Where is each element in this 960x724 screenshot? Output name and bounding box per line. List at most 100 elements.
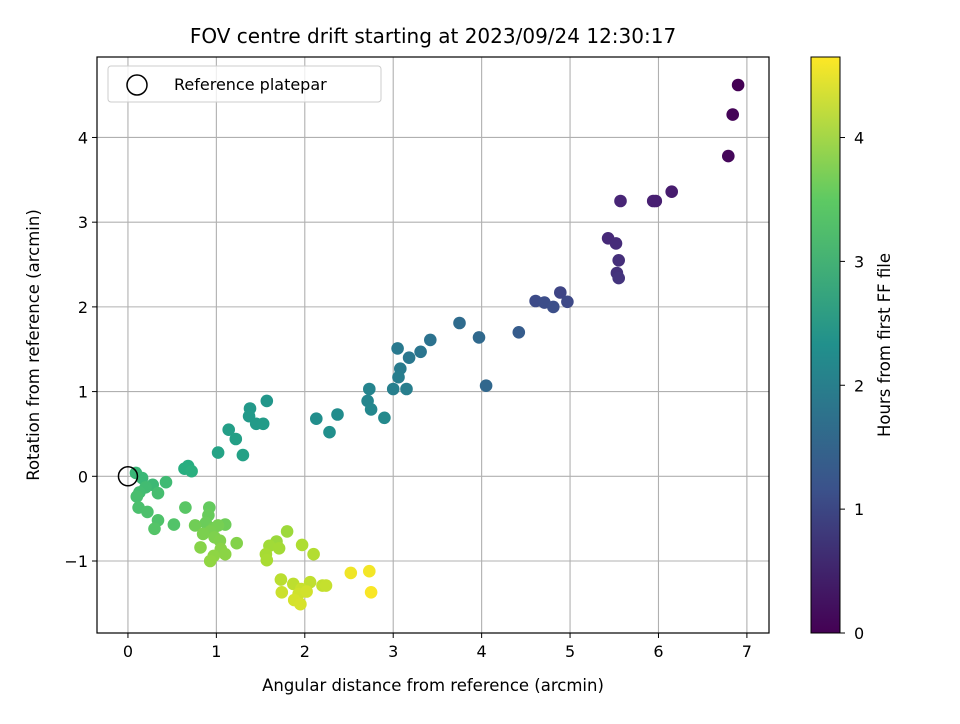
data-point [151,486,165,500]
data-point [331,408,344,421]
y-tick-label: 3 [78,213,88,232]
data-point [218,547,232,561]
data-point [731,78,745,92]
data-point [236,448,250,462]
data-point [363,564,376,578]
data-point [272,542,286,555]
y-axis-label: Rotation from reference (arcmin) [24,209,43,481]
data-point [646,194,660,208]
data-point [179,501,192,514]
data-point [400,382,413,396]
x-axis-label: Angular distance from reference (arcmin) [262,676,604,695]
reference-point-marker [117,466,139,487]
colorbar-tick-label: 4 [854,129,864,148]
data-point [402,351,416,365]
data-point [230,536,243,550]
data-point [148,522,161,536]
data-point [319,579,333,592]
colorbar-ticks: 0 1 2 3 4 [840,129,864,643]
chart-title: FOV centre drift starting at 2023/09/24 … [190,24,676,48]
data-point [609,237,623,250]
data-point [614,194,627,208]
data-point [300,585,313,598]
data-point [612,271,625,285]
y-axis-ticks: −1 0 1 2 3 4 [64,128,97,571]
colorbar-tick-label: 1 [854,500,864,519]
y-tick-label: 4 [78,128,88,147]
data-point [386,382,400,396]
grid [97,57,769,633]
colorbar-gradient [810,56,841,634]
data-point [275,586,289,599]
data-point [294,597,307,611]
data-point [479,379,493,393]
data-point [344,566,358,580]
data-point [722,149,735,163]
data-point [391,342,404,355]
data-point [188,519,202,532]
x-tick-label: 3 [388,642,398,661]
y-tick-label: 0 [78,467,88,486]
x-tick-label: 5 [565,642,575,661]
legend-marker [126,74,148,96]
data-point [274,573,288,586]
data-point [141,505,154,519]
data-point [194,541,207,554]
data-point [378,411,391,425]
data-point [211,446,225,459]
data-point [203,554,217,568]
colorbar-tick-label: 2 [854,376,864,395]
data-point [256,417,270,431]
y-tick-label: 2 [78,298,88,317]
y-tick-label: −1 [64,552,88,571]
data-point [222,423,235,437]
x-tick-label: 7 [742,642,752,661]
data-point [280,525,294,538]
y-tick-label: 1 [78,383,88,402]
data-point [185,464,198,478]
colorbar-tick-label: 0 [854,624,864,643]
colorbar: 0 1 2 3 4 Hours from first FF file [810,56,894,643]
data-point [130,490,144,503]
data-point [561,295,574,309]
x-tick-label: 4 [477,642,487,661]
colorbar-label: Hours from first FF file [875,253,894,437]
data-point [665,185,678,198]
data-point [554,286,567,299]
data-point [512,326,526,339]
data-point [167,518,181,531]
data-point [424,333,437,347]
data-point [295,538,309,552]
data-point [260,553,274,567]
legend-box [107,65,382,103]
reference-point [117,466,139,487]
colorbar-tick-label: 3 [854,252,864,271]
data-point [196,527,210,541]
x-tick-label: 1 [211,642,221,661]
data-points [129,78,745,611]
data-point [260,394,274,408]
x-tick-label: 2 [300,642,310,661]
data-point [323,425,336,439]
x-tick-label: 6 [653,642,663,661]
data-point [159,475,173,489]
data-point [310,412,323,426]
data-point [364,586,378,599]
plot-frame [96,56,770,634]
data-point [547,300,560,314]
data-point [229,432,243,446]
data-point [307,547,320,561]
data-point [726,108,739,121]
data-point [612,253,625,267]
legend: Reference platepar [107,65,382,103]
data-point [472,331,486,344]
data-point [364,403,378,416]
data-point [392,370,405,384]
x-axis-ticks: 0 1 2 3 4 5 6 7 [123,633,752,661]
data-point [363,382,376,396]
legend-label: Reference platepar [174,75,327,94]
data-point [453,316,466,330]
x-tick-label: 0 [123,642,133,661]
data-point [414,345,427,359]
